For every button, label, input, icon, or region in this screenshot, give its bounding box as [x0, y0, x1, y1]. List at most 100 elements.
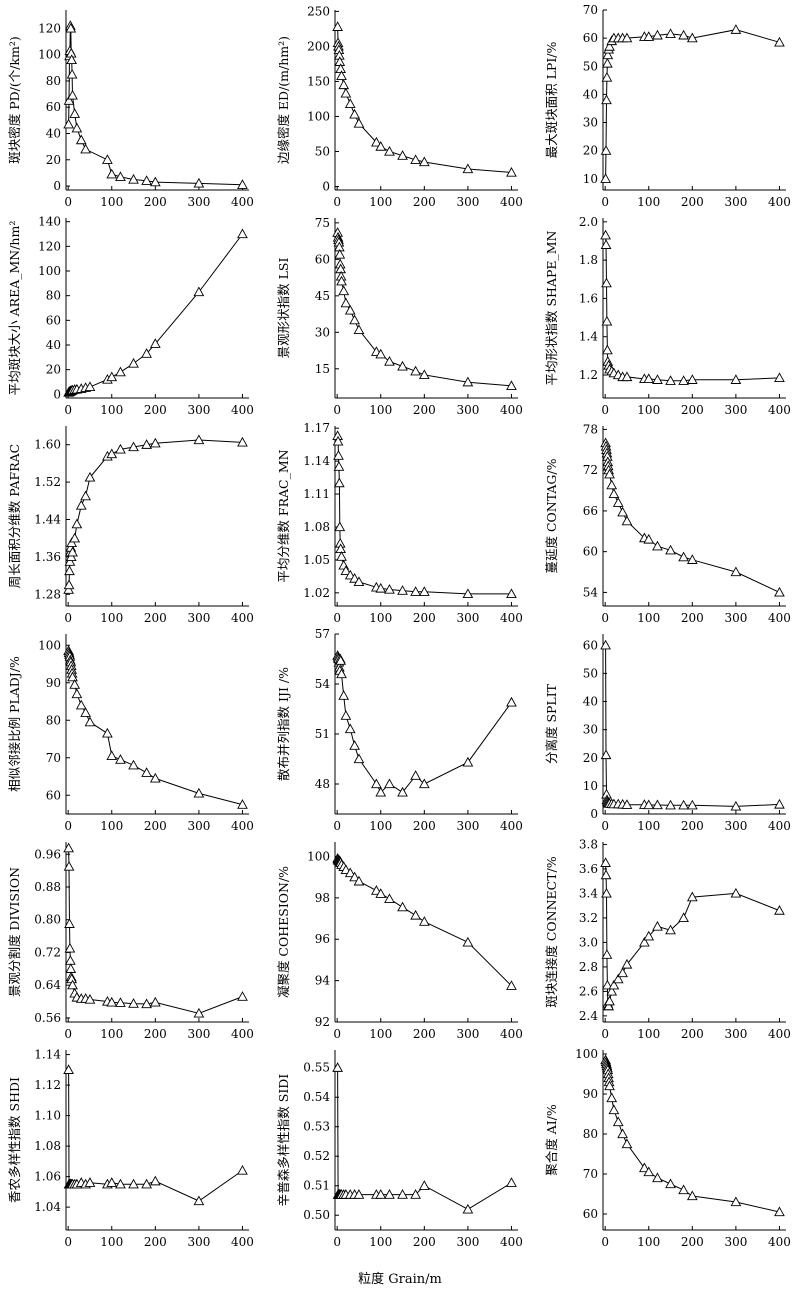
data-point-marker — [338, 690, 350, 700]
data-point-marker — [652, 920, 663, 931]
y-tick-label: 0 — [53, 179, 61, 193]
data-point-marker — [115, 443, 126, 454]
data-point-marker — [128, 173, 139, 184]
y-tick-label: 66 — [583, 504, 598, 518]
data-point-marker — [639, 1162, 650, 1173]
data-point-marker — [678, 912, 689, 923]
x-tick-label: 400 — [231, 611, 254, 625]
data-point-marker — [349, 108, 360, 119]
data-point-marker — [506, 696, 517, 707]
data-point-marker — [193, 177, 205, 188]
data-point-marker — [397, 786, 408, 797]
y-tick-label: 1.44 — [34, 513, 61, 527]
x-tick-label: 200 — [144, 1027, 167, 1041]
y-tick-label: 2.0 — [579, 215, 598, 229]
data-point-marker — [67, 979, 78, 990]
data-point-marker — [418, 1180, 430, 1190]
data-point-marker — [84, 993, 96, 1004]
x-tick-label: 100 — [100, 611, 123, 625]
data-point-marker — [730, 374, 742, 384]
data-point-marker — [621, 371, 633, 382]
y-tick-label: 1.6 — [579, 291, 598, 305]
series-line — [68, 848, 243, 1014]
x-tick-label: 200 — [413, 403, 436, 417]
data-point-marker — [63, 584, 74, 594]
series-line — [337, 232, 512, 387]
x-tick-label: 100 — [369, 611, 392, 625]
data-point-marker — [601, 949, 613, 959]
x-tick-label: 200 — [413, 611, 436, 625]
x-tick-label: 300 — [456, 195, 479, 209]
x-tick-label: 200 — [681, 1235, 704, 1249]
x-tick-label: 0 — [64, 195, 72, 209]
data-point-marker — [774, 586, 785, 597]
y-tick-label: 90 — [583, 1087, 598, 1101]
y-axis-label: 斑块密度 PD/(个/km²) — [7, 36, 22, 164]
x-tick-label: 0 — [333, 819, 341, 833]
y-tick-label: 0.64 — [34, 978, 61, 992]
data-point-marker — [601, 94, 612, 105]
data-point-marker — [193, 1195, 205, 1206]
data-point-marker — [606, 1092, 618, 1103]
x-tick-label: 100 — [100, 403, 123, 417]
x-tick-label: 300 — [724, 1235, 747, 1249]
y-tick-label: 54 — [583, 585, 599, 599]
y-tick-label: 10 — [583, 172, 598, 186]
y-tick-label: 0.50 — [303, 1208, 330, 1222]
x-tick-label: 400 — [768, 403, 791, 417]
y-tick-label: 1.17 — [303, 421, 330, 435]
chart-panel-4: 0 20 40 60 80 100 120 140 0 100 200 300 400 平均斑块大小 AR… — [7, 215, 254, 417]
series-line — [68, 439, 243, 590]
y-tick-label: 100 — [38, 638, 61, 652]
data-point-marker — [149, 437, 161, 448]
chart-panel-10: 60 70 80 90 100 0 100 200 300 400 相似邻接比例 PLADJ/% — [7, 634, 254, 833]
data-point-marker — [774, 1206, 785, 1217]
data-point-marker — [506, 1177, 517, 1187]
y-tick-label: 1.8 — [579, 253, 598, 267]
y-tick-label: 1.08 — [303, 520, 330, 534]
x-tick-label: 100 — [100, 1027, 123, 1041]
x-tick-label: 100 — [637, 819, 660, 833]
y-tick-label: 0.52 — [303, 1149, 330, 1163]
y-tick-label: 90 — [46, 676, 61, 690]
data-point-marker — [418, 369, 430, 380]
y-tick-label: 0 — [322, 179, 330, 193]
y-tick-label: 0.54 — [303, 1090, 330, 1104]
data-point-marker — [84, 381, 96, 392]
data-point-marker — [600, 229, 611, 240]
data-point-marker — [334, 248, 346, 259]
chart-panel-11: 48 51 54 57 0 100 200 300 400 散布并列指数 IJI /% — [276, 627, 523, 833]
data-point-marker — [106, 750, 118, 761]
y-axis-label: 景观形状指数 LSI — [276, 258, 291, 359]
y-tick-label: 0.88 — [34, 880, 61, 894]
y-axis-label: 聚合度 AI/% — [544, 1104, 559, 1176]
chart-panel-18: 60 70 80 90 100 0 100 200 300 400 聚合度 AI/% — [544, 1047, 791, 1249]
data-point-marker — [617, 506, 628, 517]
data-point-marker — [410, 365, 421, 376]
y-tick-label: 75 — [315, 216, 330, 230]
data-point-marker — [71, 518, 83, 529]
data-point-marker — [128, 998, 139, 1008]
x-tick-label: 400 — [231, 1027, 254, 1041]
chart-panel-8: 1.02 1.05 1.08 1.11 1.14 1.17 0 100 200 300 400 平均分… — [276, 421, 523, 625]
y-tick-label: 0.80 — [34, 913, 61, 927]
data-point-marker — [141, 175, 152, 185]
data-point-marker — [397, 585, 408, 595]
data-point-marker — [344, 304, 356, 315]
data-point-marker — [384, 1189, 395, 1199]
data-point-marker — [80, 143, 91, 154]
x-tick-label: 0 — [333, 403, 341, 417]
data-point-marker — [237, 991, 248, 1001]
y-tick-label: 94 — [315, 974, 331, 988]
x-tick-label: 200 — [144, 611, 167, 625]
data-point-marker — [65, 551, 77, 562]
data-point-marker — [608, 1104, 620, 1115]
x-tick-label: 0 — [64, 819, 72, 833]
data-point-marker — [608, 488, 620, 499]
y-tick-label: 45 — [315, 289, 330, 303]
y-tick-label: 1.36 — [34, 550, 61, 564]
x-tick-label: 100 — [637, 611, 660, 625]
data-point-marker — [67, 671, 78, 682]
data-point-marker — [149, 772, 161, 783]
